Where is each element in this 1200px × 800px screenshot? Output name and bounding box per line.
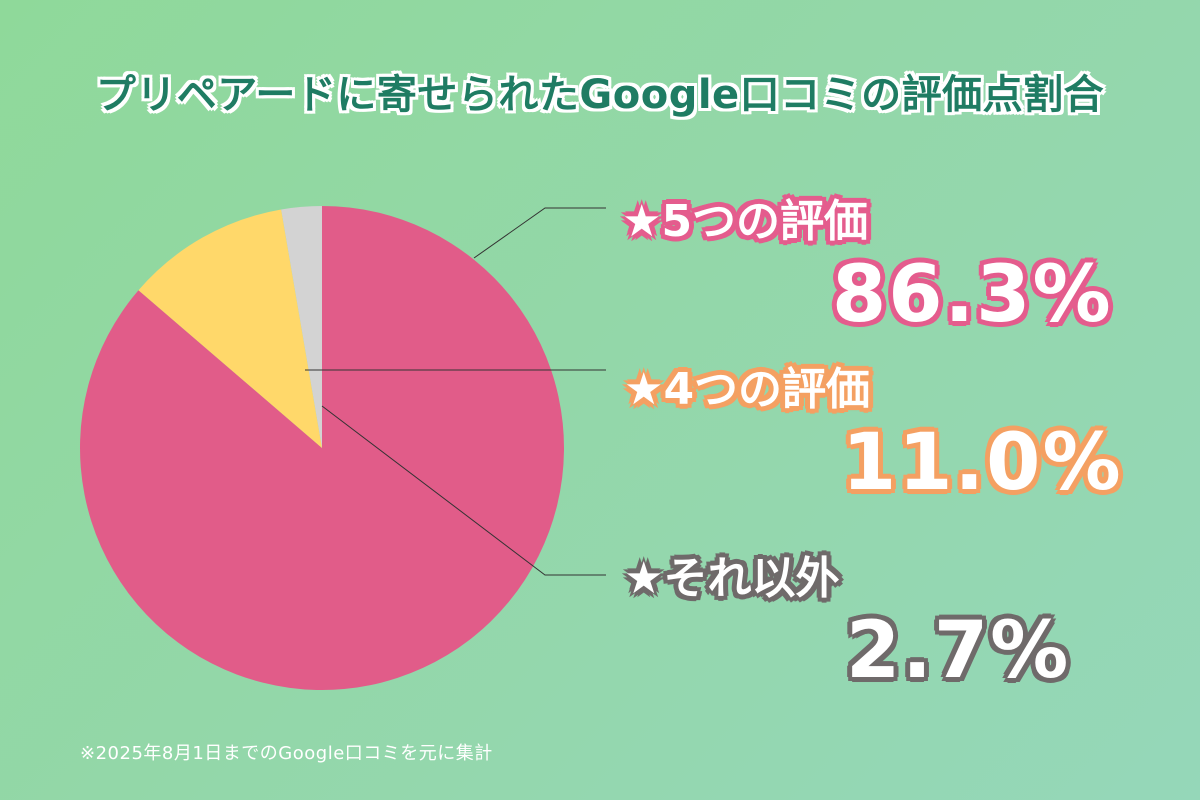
label-five-star-category: ★5つの評価: [622, 196, 869, 247]
label-other-category: ★それ以外: [624, 553, 840, 604]
label-four-star-category: ★4つの評価: [624, 364, 871, 415]
label-four-star-percentage: 11.0%: [842, 418, 1123, 508]
label-five-star-percentage: 86.3%: [832, 250, 1113, 340]
chart-title: プリペアードに寄せられたGoogle口コミの評価点割合: [95, 72, 1105, 118]
leader-line-1: [473, 207, 606, 259]
pie-slice-3: [281, 206, 322, 448]
pie-slice-2: [138, 209, 322, 448]
label-other-percentage: 2.7%: [846, 606, 1071, 696]
leader-line-3: [321, 405, 606, 576]
footnote: ※2025年8月1日までのGoogle口コミを元に集計: [80, 743, 493, 764]
